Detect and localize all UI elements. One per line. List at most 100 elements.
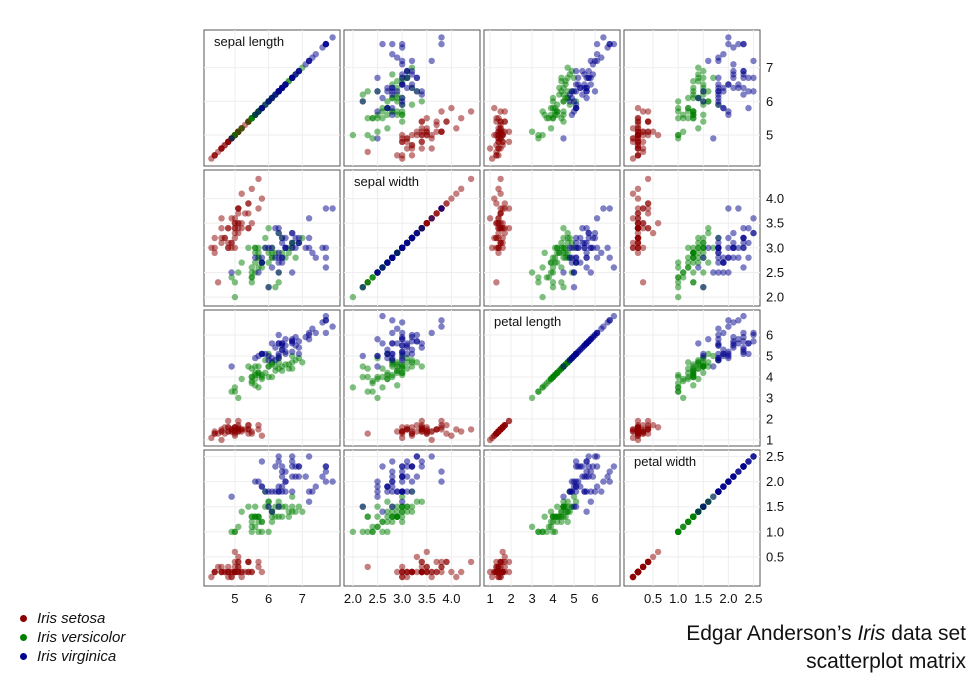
point-iris-virginica <box>745 239 752 247</box>
point-iris-virginica <box>265 357 272 364</box>
point-iris-versicolor <box>369 115 376 122</box>
point-iris-virginica <box>394 488 401 495</box>
panel-sepal-length-vs-sepal-width <box>343 29 481 167</box>
point-iris-setosa <box>639 225 647 232</box>
point-iris-virginica <box>413 473 421 480</box>
legend-item-setosa: Iris setosa <box>20 609 125 628</box>
point-iris-setosa <box>418 128 425 135</box>
point-iris-virginica <box>295 344 303 351</box>
point-iris-virginica <box>289 463 296 470</box>
point-iris-virginica <box>715 342 722 349</box>
point-iris-versicolor <box>535 528 542 535</box>
point-iris-versicolor <box>695 78 702 85</box>
point-iris-versicolor <box>399 518 406 525</box>
point-iris-versicolor <box>413 359 421 366</box>
point-iris-setosa <box>423 430 430 437</box>
point-iris-virginica <box>715 74 722 82</box>
point-iris-versicolor <box>389 513 396 520</box>
point-iris-setosa <box>399 428 406 435</box>
point-iris-virginica <box>228 493 235 500</box>
point-iris-virginica <box>268 508 276 515</box>
point-iris-virginica <box>275 453 282 460</box>
point-iris-virginica <box>715 249 722 256</box>
point-iris-setosa <box>443 118 450 125</box>
point-iris-virginica <box>570 483 578 490</box>
point-iris-setosa <box>248 568 255 576</box>
point-iris-versicolor <box>379 518 386 525</box>
diagonal-label-petal-length: petal length <box>494 314 561 329</box>
y-tick-label-petal-width: 2.0 <box>766 474 784 489</box>
point-iris-setosa <box>403 568 411 576</box>
point-iris-versicolor <box>695 244 702 251</box>
point-iris-versicolor <box>359 373 366 381</box>
point-iris-versicolor <box>564 74 571 82</box>
point-iris-versicolor <box>675 259 682 266</box>
point-iris-virginica <box>374 74 381 82</box>
point-iris-versicolor <box>710 352 717 360</box>
point-iris-versicolor <box>560 234 567 242</box>
point-iris-virginica <box>403 74 411 82</box>
point-iris-virginica <box>403 463 411 470</box>
point-iris-virginica <box>289 453 296 460</box>
point-iris-virginica <box>322 205 330 212</box>
point-iris-setosa <box>644 205 652 212</box>
point-iris-setosa <box>443 422 450 429</box>
point-iris-setosa <box>399 138 406 145</box>
point-iris-virginica <box>394 88 401 95</box>
point-iris-versicolor <box>685 359 692 366</box>
point-iris-virginica <box>730 44 737 51</box>
point-iris-setosa <box>255 558 262 566</box>
point-iris-setosa <box>418 138 425 145</box>
point-iris-virginica <box>275 503 282 510</box>
x-tick-label-sepal-width: 2.5 <box>368 591 386 606</box>
point-iris-versicolor <box>570 493 578 500</box>
point-iris-virginica <box>740 463 747 470</box>
panel-sepal-length-vs-petal-width <box>623 29 761 167</box>
point-iris-versicolor <box>369 523 376 530</box>
point-iris-setosa <box>505 128 513 135</box>
point-iris-virginica <box>600 323 607 330</box>
point-iris-versicolor <box>556 249 563 256</box>
point-iris-setosa <box>644 417 652 425</box>
point-iris-setosa <box>499 205 506 212</box>
panel-petal-length-vs-petal-length: petal length <box>483 309 621 447</box>
point-iris-virginica <box>399 57 406 65</box>
point-iris-virginica <box>591 88 599 95</box>
point-iris-versicolor <box>675 380 682 387</box>
point-iris-setosa <box>634 215 642 222</box>
point-iris-setosa <box>238 190 245 197</box>
point-iris-versicolor <box>265 259 272 266</box>
point-iris-versicolor <box>551 528 559 535</box>
point-iris-virginica <box>275 269 282 276</box>
point-iris-virginica <box>418 458 425 465</box>
point-iris-versicolor <box>695 71 702 78</box>
point-iris-virginica <box>389 468 396 475</box>
point-iris-versicolor <box>566 234 573 242</box>
point-iris-setosa <box>649 422 657 429</box>
point-iris-versicolor <box>394 98 401 105</box>
point-iris-virginica <box>399 468 406 475</box>
point-iris-versicolor <box>675 293 682 301</box>
point-iris-setosa <box>428 145 435 152</box>
point-iris-versicolor <box>238 259 245 266</box>
point-iris-virginica <box>570 269 578 276</box>
point-iris-virginica <box>305 488 313 495</box>
point-iris-versicolor <box>359 363 366 370</box>
point-iris-virginica <box>275 254 282 261</box>
point-iris-versicolor <box>560 225 567 232</box>
point-iris-virginica <box>735 317 742 324</box>
point-iris-virginica <box>715 331 722 339</box>
point-iris-virginica <box>278 239 286 247</box>
point-iris-setosa <box>214 563 222 571</box>
point-iris-virginica <box>408 463 416 470</box>
point-iris-virginica <box>700 284 707 291</box>
point-iris-virginica <box>579 344 586 351</box>
point-iris-virginica <box>606 254 613 261</box>
point-iris-setosa <box>211 152 218 159</box>
point-iris-versicolor <box>690 279 697 286</box>
point-iris-versicolor <box>408 363 416 370</box>
point-iris-versicolor <box>549 279 557 286</box>
x-tick-label-sepal-length: 5 <box>231 591 238 606</box>
point-iris-versicolor <box>285 365 292 372</box>
point-iris-virginica <box>265 284 272 291</box>
